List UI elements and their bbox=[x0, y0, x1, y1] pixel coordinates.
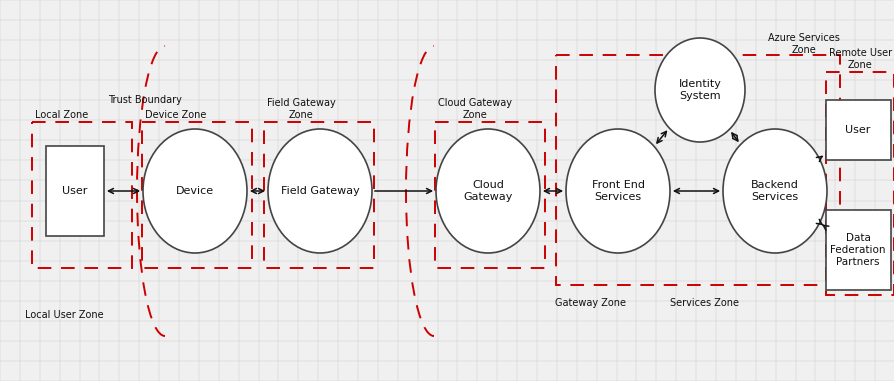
Bar bbox=[824, 100, 890, 160]
FancyArrowPatch shape bbox=[656, 131, 666, 143]
Bar bbox=[264, 122, 374, 268]
FancyArrowPatch shape bbox=[815, 157, 822, 162]
Text: Local User Zone: Local User Zone bbox=[25, 310, 104, 320]
Bar bbox=[46, 146, 104, 236]
Bar bbox=[825, 72, 893, 295]
Text: User: User bbox=[844, 125, 870, 135]
Text: Local Zone: Local Zone bbox=[35, 110, 89, 120]
FancyArrowPatch shape bbox=[251, 189, 263, 194]
Text: Front End
Services: Front End Services bbox=[591, 180, 644, 202]
Text: Cloud
Gateway: Cloud Gateway bbox=[463, 180, 512, 202]
FancyArrowPatch shape bbox=[544, 189, 561, 194]
Ellipse shape bbox=[722, 129, 826, 253]
Bar bbox=[434, 122, 544, 268]
Text: Azure Services
Zone: Azure Services Zone bbox=[767, 34, 839, 55]
Bar bbox=[824, 210, 890, 290]
Bar bbox=[32, 122, 131, 268]
Text: Data
Federation
Partners: Data Federation Partners bbox=[830, 234, 885, 267]
Ellipse shape bbox=[267, 129, 372, 253]
Text: Field Gateway: Field Gateway bbox=[281, 186, 359, 196]
Ellipse shape bbox=[143, 129, 247, 253]
Bar bbox=[555, 55, 839, 285]
Text: Device: Device bbox=[176, 186, 214, 196]
Text: User: User bbox=[63, 186, 88, 196]
Ellipse shape bbox=[654, 38, 744, 142]
Ellipse shape bbox=[435, 129, 539, 253]
Text: Gateway Zone: Gateway Zone bbox=[554, 298, 625, 308]
Ellipse shape bbox=[565, 129, 670, 253]
FancyArrowPatch shape bbox=[108, 189, 139, 194]
FancyArrowPatch shape bbox=[674, 189, 718, 194]
Text: Cloud Gateway
Zone: Cloud Gateway Zone bbox=[437, 98, 511, 120]
Text: Identity
System: Identity System bbox=[678, 79, 721, 101]
Text: Trust Boundary: Trust Boundary bbox=[108, 95, 181, 105]
Text: Device Zone: Device Zone bbox=[145, 110, 207, 120]
FancyArrowPatch shape bbox=[731, 133, 737, 141]
Text: Field Gateway
Zone: Field Gateway Zone bbox=[266, 98, 335, 120]
FancyArrowPatch shape bbox=[375, 189, 431, 194]
Bar bbox=[142, 122, 252, 268]
Text: Services Zone: Services Zone bbox=[670, 298, 738, 308]
FancyArrowPatch shape bbox=[815, 219, 828, 230]
Text: Remote User
Zone: Remote User Zone bbox=[828, 48, 891, 70]
Text: Backend
Services: Backend Services bbox=[750, 180, 798, 202]
